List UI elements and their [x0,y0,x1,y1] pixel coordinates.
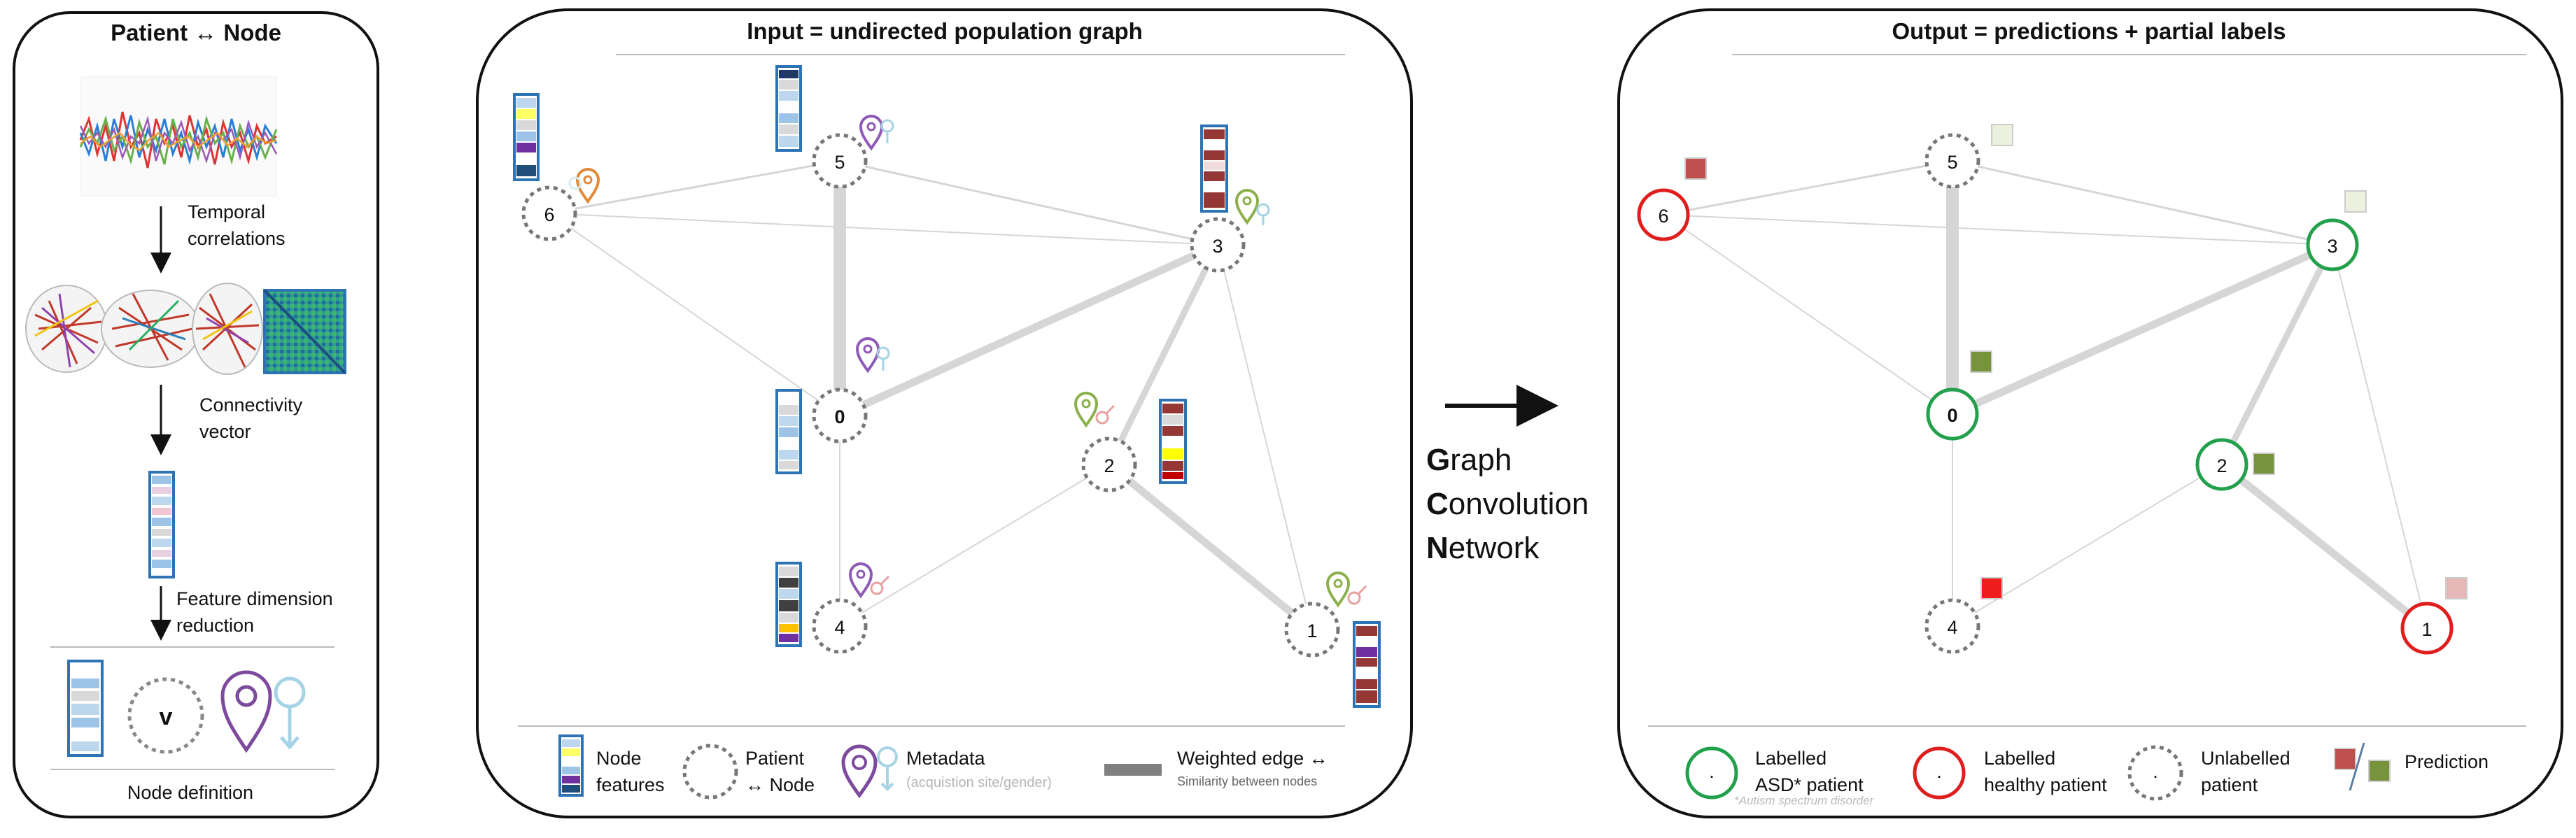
connectivity-vector-bar [148,471,175,578]
svg-text:6: 6 [544,204,554,225]
step-connectivity-vector: Connectivity vector [199,395,308,442]
svg-text:Similarity between nodes: Similarity between nodes [1177,774,1317,788]
input-node-0: 0 [812,388,868,443]
output-node-2: 2 [2195,438,2248,491]
output-node-3: 3 [2306,218,2359,271]
legend-prediction: Prediction [2334,742,2489,791]
metadata-pin-node-4 [848,562,890,599]
output-node-6: 6 [1637,188,1690,241]
svg-text:Metadata: Metadata [906,748,986,769]
feature-bar-node-0 [775,389,802,474]
feature-bar-node-3 [1200,125,1228,213]
input-node-6: 6 [521,185,577,241]
metadata-pin-node-1 [1325,571,1367,608]
input-node-2: 2 [1081,436,1137,492]
svg-text:0: 0 [1947,405,1957,426]
gcn-block: Graph Convolution Network [1426,385,1589,565]
step-temporal-correlations: Temporal correlations [188,201,286,249]
svg-text:Labelled healthy patie: Labelled healthy patient [1984,748,2107,795]
legend-weighted-edge: Weighted edge ↔ Similarity between nodes [1104,748,1328,788]
output-edges [1663,159,2430,632]
legend-node-features: Node features [558,734,665,797]
legend-patient-node: Patient ↔ Node [682,744,815,800]
gcn-word-network: Network [1426,531,1540,565]
output-node-4: 4 [1924,598,1980,654]
svg-text:5: 5 [1947,152,1957,173]
feature-bar-node-1 [1353,621,1381,708]
node-letter: v [160,704,173,730]
feature-bar-node-4 [775,562,802,647]
svg-text:*Autism spectrum disorder: *Autism spectrum disorder [1734,794,1875,807]
panel-3-title: Output = predictions + partial labels [1892,18,2286,44]
svg-text:2: 2 [1104,455,1114,476]
feature-bar-node-6 [513,93,540,181]
svg-text:1: 1 [1307,620,1317,641]
legend-asd-patient: . Labelled ASD* patient *Autism spectrum… [1685,746,1875,807]
svg-text:Prediction: Prediction [2405,751,2489,772]
svg-text:4: 4 [834,617,845,638]
output-node-0: 0 [1926,388,1979,441]
panel-3-frame [1617,8,2563,818]
input-edges [549,159,1315,633]
feature-bar-node-5 [775,65,802,152]
input-node-1: 1 [1284,602,1340,658]
svg-text:4: 4 [1947,617,1957,638]
svg-text:6: 6 [1658,206,1668,227]
legend-unlabelled-patient: . Unlabelled patient [2127,745,2295,801]
prediction-square-node-5 [1991,124,2013,146]
svg-text:1: 1 [2421,619,2432,640]
svg-text:.: . [2153,761,2158,782]
svg-text:3: 3 [1212,236,1223,257]
metadata-pin-node-5 [859,115,894,151]
legend-metadata: Metadata (acquistion site/gender) [841,744,1052,799]
prediction-square-node-2 [2253,453,2275,475]
metadata-pin-node-0 [855,337,890,374]
metadata-pin-node-6 [568,168,600,204]
svg-text:Labelled ASD* patient: Labelled ASD* patient [1755,748,1864,795]
timeseries-plot [79,76,278,197]
metadata-pin-node-2 [1074,392,1115,428]
output-node-5: 5 [1924,133,1980,189]
panel-1-title: Patient ↔ Node [111,20,281,45]
gcn-word-convolution: Convolution [1426,487,1589,521]
gender-symbol-icon [274,676,306,750]
svg-text:(acquistion site/gender): (acquistion site/gender) [906,775,1052,790]
prediction-square-node-1 [2445,577,2468,599]
prediction-square-node-6 [1684,157,1707,180]
prediction-square-node-3 [2344,190,2367,213]
panel-2-title: Input = undirected population graph [747,18,1143,44]
feature-bar-node-2 [1159,399,1187,484]
svg-text:2: 2 [2216,455,2227,476]
node-definition-caption: Node definition [127,782,253,803]
svg-text:Node features: Node features [596,748,665,795]
brain-connectivity-images [25,283,346,375]
step-feature-reduction: Feature dimension reduction [176,588,338,636]
gcn-word-graph: Graph [1426,443,1512,477]
svg-text:5: 5 [834,152,845,173]
panel-patient-node: Patient ↔ Node Temporal correlations [13,11,379,818]
svg-text:0: 0 [834,406,845,427]
panel-2-frame [476,8,1413,818]
svg-text:3: 3 [2327,236,2337,257]
prediction-square-node-0 [1970,350,1992,373]
svg-text:.: . [1936,761,1942,782]
svg-text:Patient ↔ Node: Patient ↔ Node [745,748,815,795]
node-feature-bar [67,660,104,757]
metadata-pin-node-3 [1234,189,1270,225]
input-node-5: 5 [812,133,868,189]
svg-text:Unlabelled patient: Unlabelled patient [2201,748,2295,795]
legend-healthy-patient: . Labelled healthy patient [1913,746,2107,800]
output-node-1: 1 [2400,602,2454,655]
panel-output-predictions: Output = predictions + partial labels 6 [1617,8,2563,818]
node-circle-definition [127,677,204,754]
metadata-pin-icon [220,670,272,753]
svg-text:Weighted edge ↔: Weighted edge ↔ [1177,748,1328,769]
input-node-3: 3 [1190,217,1246,273]
prediction-square-node-4 [1980,577,2003,599]
panel-input-graph: Input = undirected population graph [476,8,1413,818]
input-node-4: 4 [812,598,868,654]
panel-1-frame [13,11,379,818]
svg-text:.: . [1709,761,1715,782]
